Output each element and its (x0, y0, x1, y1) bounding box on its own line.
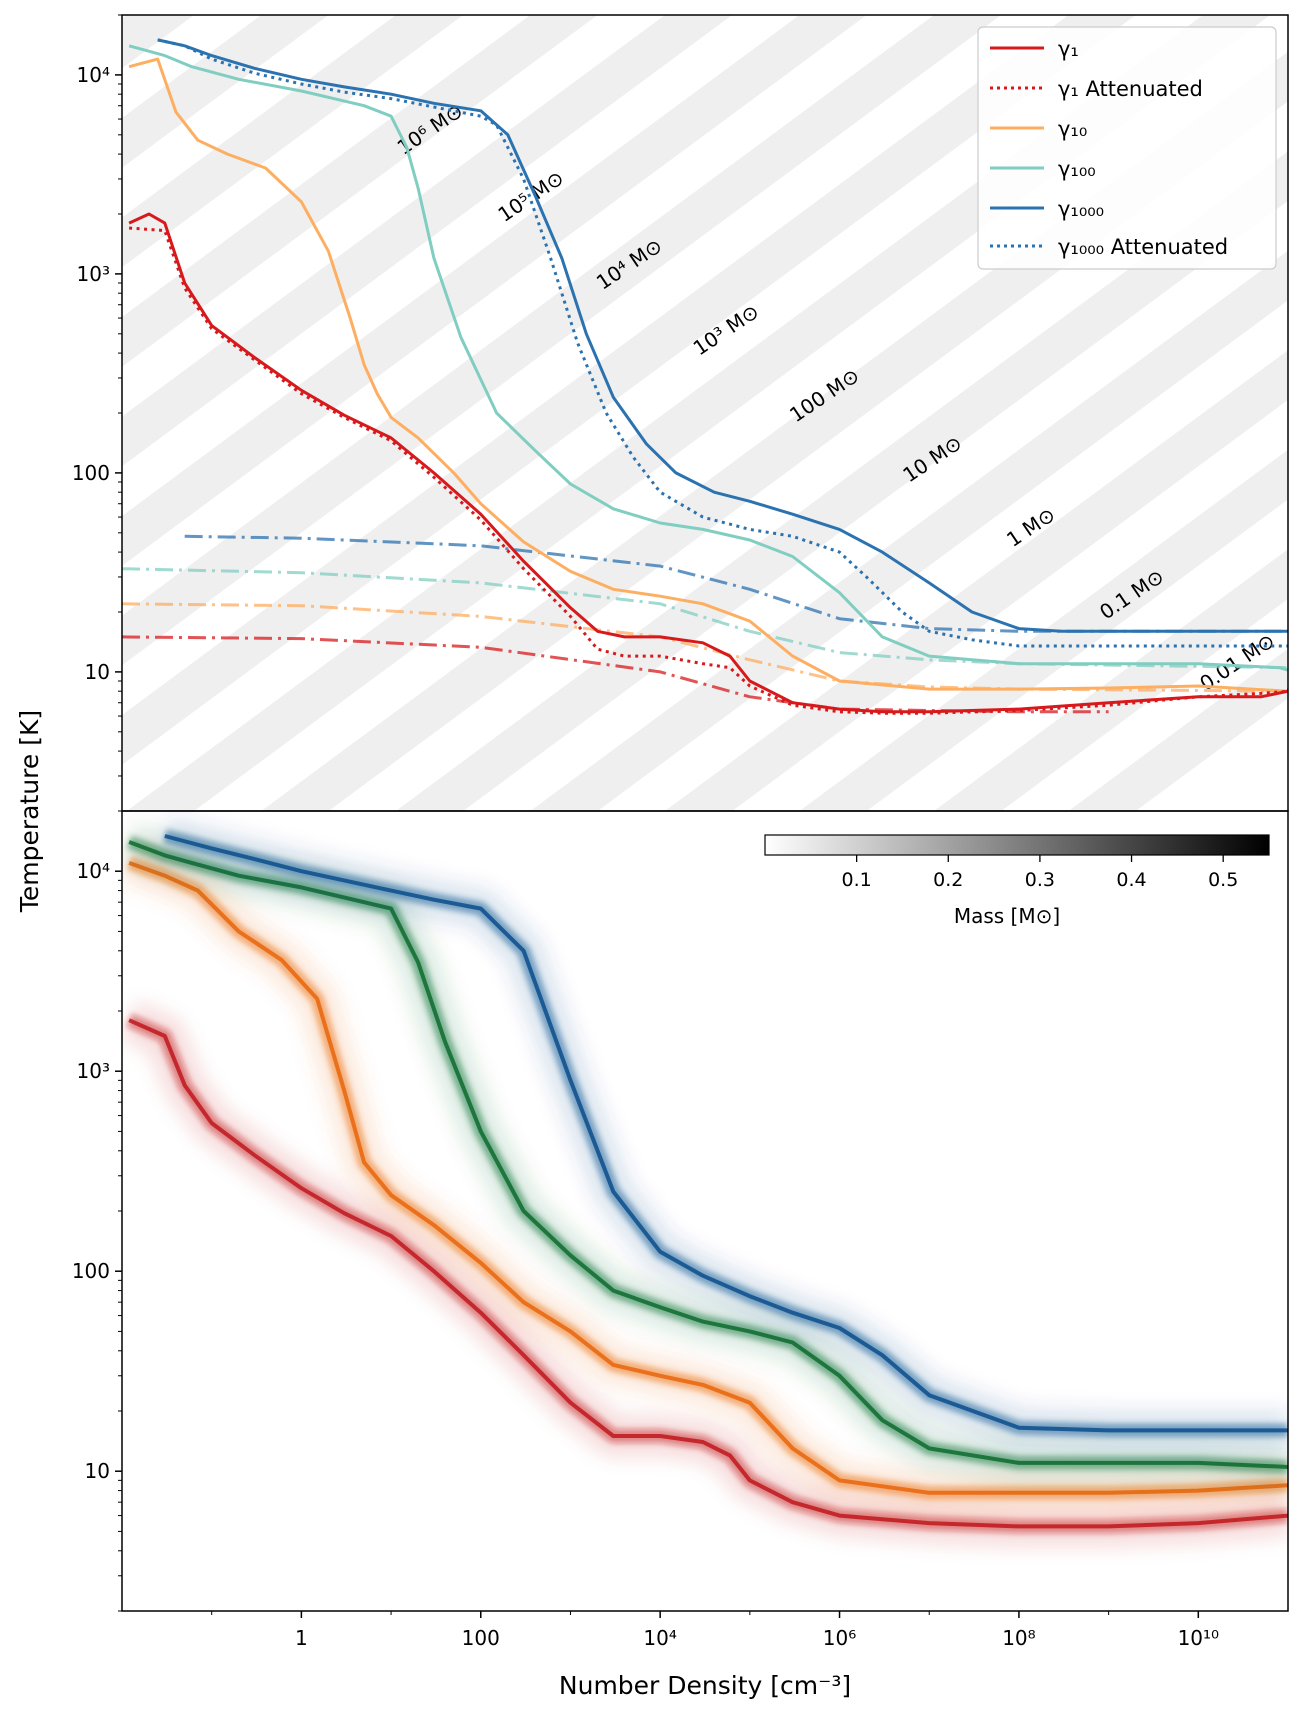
legend: γ₁ γ₁ Attenuated γ₁₀ γ₁₀₀ γ₁₀₀₀ γ₁₀₀₀ At… (977, 26, 1277, 270)
x-axis: 1 100 10⁴ 10⁶ 10⁸ 10¹⁰ (211, 1611, 1219, 1650)
colorbar-label: Mass [M⊙] (954, 904, 1060, 928)
legend-label-2: γ₁ Attenuated (1058, 77, 1203, 101)
series-line-g1 (128, 212, 1288, 714)
x-tick-label: 1 (295, 1626, 308, 1650)
y-tick-label: 10 (85, 660, 110, 684)
x-tick-label: 10⁸ (1002, 1626, 1035, 1650)
x-tick-label: 10¹⁰ (1178, 1626, 1219, 1650)
legend-label-3: γ₁₀ (1058, 117, 1087, 141)
legend-label-6: γ₁₀₀₀ Attenuated (1058, 235, 1228, 259)
y-tick-label: 10³ (77, 1059, 110, 1083)
colorbar-ticks: 0.1 0.2 0.3 0.4 0.5 (842, 855, 1238, 891)
legend-label-4: γ₁₀₀ (1058, 157, 1096, 181)
series-line-g1000_eq (184, 534, 1288, 633)
density-ridge (128, 1018, 1288, 1529)
x-tick-label: 10⁶ (823, 1626, 856, 1650)
mass-band (122, 15, 464, 268)
mass-band (122, 15, 733, 467)
y-tick-label: 10⁴ (77, 63, 110, 87)
bottom-plot-frame (121, 810, 1289, 1612)
x-tick-label: 10⁴ (643, 1626, 676, 1650)
legend-box (977, 26, 1277, 270)
colorbar-gradient (764, 834, 1270, 856)
top-y-axis: 10 100 10³ 10⁴ (72, 14, 122, 812)
y-tick-label: 100 (72, 461, 110, 485)
heatmap-distributions (122, 815, 1288, 1548)
series-line-g10 (128, 57, 1288, 694)
mass-band (122, 15, 867, 566)
y-tick-label: 10³ (77, 262, 110, 286)
colorbar-tick-label: 0.4 (1116, 869, 1146, 891)
mass-band (530, 250, 1288, 811)
series-line-g1000_att (157, 38, 1288, 648)
x-axis-label: Number Density [cm⁻³] (559, 1671, 851, 1700)
legend-label-1: γ₁ (1058, 37, 1079, 61)
y-tick-label: 100 (72, 1259, 110, 1283)
series-lines (122, 38, 1288, 715)
series-line-g100 (128, 44, 1288, 672)
mass-band (122, 15, 1136, 765)
colorbar-tick-label: 0.5 (1208, 869, 1238, 891)
mass-band (122, 15, 329, 168)
mass-band (664, 350, 1288, 811)
colorbar-tick-label: 0.3 (1025, 869, 1055, 891)
mass-band (933, 549, 1288, 811)
mass-band (122, 15, 195, 69)
series-line-g1000 (157, 38, 1288, 633)
series-line-g1_att (128, 226, 1288, 715)
y-axis-label: Temperature [K] (15, 710, 44, 913)
y-tick-label: 10 (85, 1459, 110, 1483)
x-tick-label: 100 (462, 1626, 500, 1650)
mass-band (122, 15, 598, 367)
mass-band (799, 449, 1288, 811)
density-ridge (128, 861, 1288, 1495)
bottom-y-axis: 10 100 10³ 10⁴ (72, 810, 122, 1612)
colorbar: 0.1 0.2 0.3 0.4 0.5 Mass [M⊙] (764, 834, 1270, 928)
colorbar-tick-label: 0.1 (842, 869, 872, 891)
legend-label-5: γ₁₀₀₀ (1058, 197, 1104, 221)
colorbar-tick-label: 0.2 (933, 869, 963, 891)
y-tick-label: 10⁴ (77, 859, 110, 883)
mass-band (395, 151, 1288, 811)
mass-band (122, 15, 1002, 666)
density-ridge (164, 834, 1288, 1433)
